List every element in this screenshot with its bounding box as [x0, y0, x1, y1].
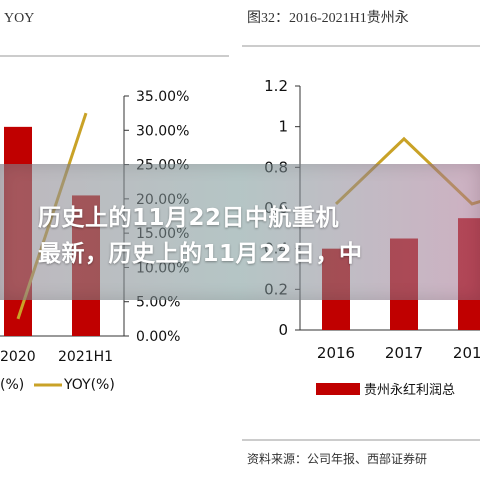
right-legend-label: 贵州永红利润总 — [364, 382, 455, 398]
article-title[interactable]: 历史上的11月22日中航重机 最新，历史上的11月22日，中 — [38, 200, 478, 272]
title-overlay-band — [0, 164, 480, 300]
left-y2-tick-label: 30.00% — [136, 123, 189, 139]
article-title-line-2: 最新，历史上的11月22日，中 — [38, 241, 363, 267]
left-y2-tick-label: 0.00% — [136, 329, 180, 345]
right-y-tick-label: 1.2 — [264, 77, 288, 95]
left-x-label-2021h1: 2021H1 — [58, 349, 113, 365]
left-y2-tick-label: 35.00% — [136, 89, 189, 105]
left-legend-bar-label: (%) — [0, 377, 24, 393]
left-legend-line-label: YOY(%) — [63, 377, 115, 393]
right-x-tick-label: 2018 — [453, 344, 480, 362]
right-source-note: 资料来源：公司年报、西部证券研 — [247, 451, 427, 466]
right-chart-title: 图32：2016-2021H1贵州永 — [247, 10, 409, 26]
right-trend-line — [334, 136, 480, 206]
article-title-line-1: 历史上的11月22日中航重机 — [38, 205, 340, 231]
left-x-label-2020: 2020 — [0, 349, 36, 365]
right-y-tick-label: 1 — [278, 118, 288, 136]
right-legend-bar-swatch — [316, 383, 360, 395]
right-x-tick-label: 2017 — [385, 344, 423, 362]
left-chart-title: YOY — [4, 11, 34, 26]
right-x-tick-label: 2016 — [317, 344, 355, 362]
right-y-tick-label: 0 — [278, 321, 288, 339]
right-x-ticks: 201620172018201920202021H1 — [317, 344, 480, 362]
